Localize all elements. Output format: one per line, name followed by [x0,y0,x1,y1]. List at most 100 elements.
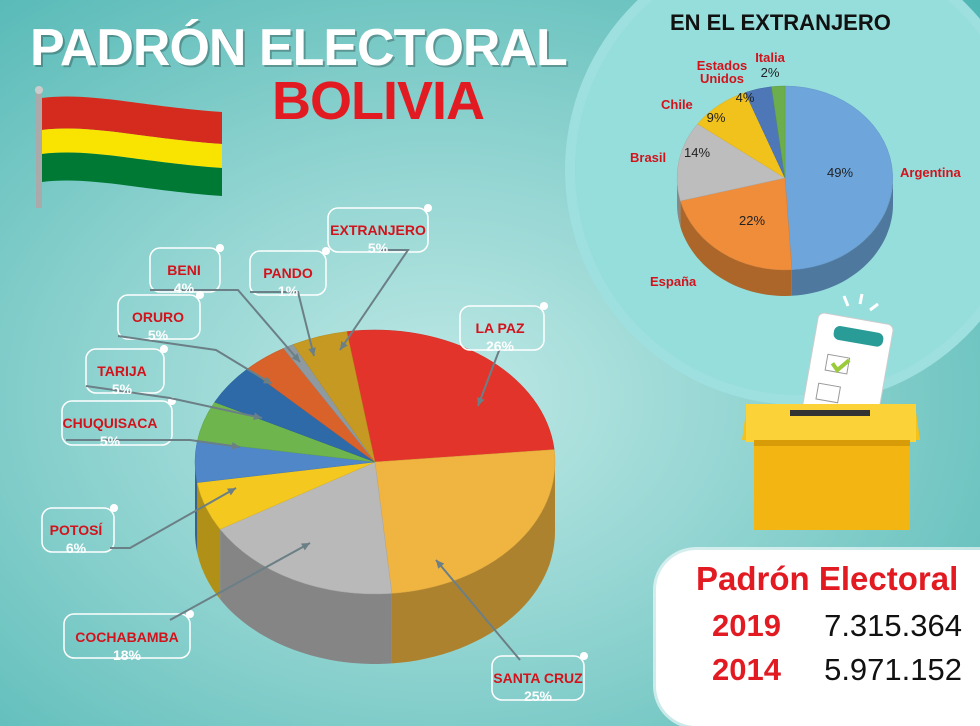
main-arrow-tarija [253,412,262,421]
main-sides [195,462,555,664]
page-subtitle: BOLIVIA [272,71,485,131]
main-label-box-pando [249,250,327,296]
main-label-dot-cochabamba [186,610,194,618]
ext-label-argentina: Argentina [900,165,961,180]
main-leader-chuquisaca [66,439,241,448]
main-slice-cochabamba [219,461,393,595]
main-arrow-pando [308,347,316,356]
ext-slice-italia [771,85,786,179]
main-label-cochabamba: COCHABAMBA [75,629,178,645]
main-label-box-tarija [85,348,165,394]
main-value-extranjero: 5% [368,240,389,256]
main-value-chuquisaca: 5% [100,433,121,449]
main-label-pando: PANDO [263,265,313,281]
ext-slice-argentina [784,85,893,271]
main-value-tarija: 5% [112,381,133,397]
main-slice-la-paz [346,329,555,463]
main-slice-extranjero [292,331,376,463]
main-label-box-la-paz [459,305,545,351]
main-label-santa-cruz: SANTA CRUZ [493,670,583,686]
ext-label-brasil: Brasil [630,150,666,165]
ext-side-espana [680,200,792,296]
table-year-2019: 2019 [712,608,781,643]
main-label-oruro: ORURO [132,309,184,325]
main-label-box-potosi [41,507,115,553]
main-arrow-santa-cruz [436,560,445,569]
main-arrow-potosi [227,488,236,496]
main-arrow-extranjero [340,341,348,350]
ext-label-espana: España [650,274,697,289]
main-value-la-paz: 26% [486,338,515,354]
ext-tops [676,85,893,271]
main-leader-cochabamba [169,542,311,621]
ext-labels: 49% Argentina 22% España 14% Brasil 9% Chile 4% E… [630,50,961,289]
ext-slice-espana [680,177,793,271]
main-value-oruro: 5% [148,327,169,343]
main-slice-santa-cruz [374,449,556,594]
main-label-dot-tarija [160,345,168,353]
main-side-cochabamba [220,529,392,664]
main-leader-beni [150,289,301,363]
ext-value-argentina: 49% [827,165,853,180]
table-value-2014: 5.971.152 [824,652,962,687]
padron-table: Padrón Electoral 2019 7.315.364 2014 5.9… [656,550,980,726]
main-leader-potosi [110,487,237,549]
ext-side-argentina [791,178,893,296]
main-label-dot-santa-cruz [580,652,588,660]
main-label-box-chuquisaca [61,400,173,446]
main-value-pando: 1% [278,283,299,299]
main-leader-tarija [85,385,263,419]
main-label-box-santa-cruz [491,655,585,701]
main-label-potosi: POTOSÍ [50,522,104,538]
main-label-dot-la-paz [540,302,548,310]
ext-value-italia: 2% [761,65,780,80]
extranjero-title: EN EL EXTRANJERO [670,10,891,35]
main-label-box-beni [149,247,221,293]
main-label-dot-extranjero [424,204,432,212]
main-leader-pando [250,291,315,357]
ext-value-estados-unidos: 4% [736,90,755,105]
ext-label-italia: Italia [755,50,785,65]
main-arrow-cochabamba [301,543,310,551]
main-leader-santa-cruz [435,559,521,661]
table-title: Padrón Electoral [696,560,959,597]
main-leader-extranjero [339,249,410,351]
ext-label-chile: Chile [661,97,693,112]
main-value-santa-cruz: 25% [524,688,553,704]
main-side-chuquisaca [195,462,198,553]
main-leader-oruro [117,335,273,385]
main-label-box-oruro [117,294,201,340]
main-label-la-paz: LA PAZ [476,320,525,336]
bolivia-flag-icon [35,86,222,208]
ext-value-chile: 9% [707,110,726,125]
ext-label-estados-unidos: Estados Unidos [697,58,748,86]
ballot-box-icon [742,293,920,530]
main-value-beni: 4% [174,280,195,296]
main-label-dot-pando [322,247,330,255]
table-value-2019: 7.315.364 [824,608,962,643]
main-label-chuquisaca: CHUQUISACA [63,415,158,431]
main-arrow-beni [291,353,300,362]
table-year-2014: 2014 [712,652,781,687]
main-label-dot-beni [216,244,224,252]
main-label-extranjero: EXTRANJERO [330,222,426,238]
ext-value-brasil: 14% [684,145,710,160]
main-side-santa-cruz [391,462,555,664]
main-arrow-chuquisaca [231,441,240,450]
main-label-tarija: TARIJA [97,363,147,379]
main-label-beni: BENI [167,262,200,278]
main-arrow-la-paz [477,397,485,406]
main-leader-la-paz [477,347,501,407]
main-arrow-oruro [263,376,272,384]
main-value-cochabamba: 18% [113,647,142,663]
ext-value-espana: 22% [739,213,765,228]
page-title: PADRÓN ELECTORAL [30,19,568,77]
main-labels: LA PAZ 26% SANTA CRUZ 25% COCHABAMBA 18% POTOS… [41,204,588,704]
ext-slice-brasil [676,123,786,202]
main-label-box-cochabamba [63,613,191,659]
main-label-dot-potosi [110,504,118,512]
main-side-potosi [197,482,221,600]
main-value-potosi: 6% [66,540,87,556]
